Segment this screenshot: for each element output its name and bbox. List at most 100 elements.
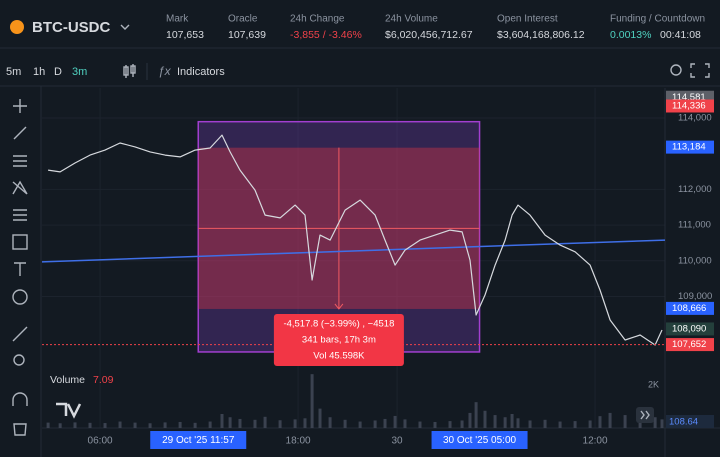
volume-tag: 108.64 [669,417,698,428]
intervals: 5m 1h D 3m [6,66,87,78]
volume-bar [278,420,282,428]
price-tag-bg [666,140,714,154]
time-tag-bg [431,431,528,449]
volume-bar [73,422,77,428]
volume-bar [148,423,152,428]
measure-label-bg [273,313,404,366]
volume-bar [373,420,377,428]
magnet-tool[interactable] [12,392,28,406]
stat-value: -3,855 / -3.46% [290,29,362,41]
volume-bar [588,420,592,428]
volume-bar [118,421,122,428]
volume-bar [193,422,197,428]
stat-value: 107,653 [166,29,204,41]
volume-bar [88,422,92,428]
volume-bar [510,414,514,428]
shape-tool[interactable] [12,234,28,250]
measure-label: -4,517.8 (−3.99%) , −4518 [283,318,394,329]
y-tick-label: 111,000 [678,220,711,231]
trend-line [41,239,666,263]
price-tag: 108,090 [672,323,706,334]
y-tick-label: 110,000 [678,255,712,266]
volume-bar [623,415,627,428]
price-tag-bg [666,338,714,352]
measure-label: 341 bars, 17h 3m [302,334,376,345]
screenshot-icon[interactable] [670,64,682,76]
volume-bar [383,418,387,428]
volume-bar [293,419,297,428]
volume-bar [133,422,137,428]
volume-bar [178,421,182,428]
volume-bar [328,417,332,428]
scroll-button[interactable] [636,407,654,423]
indicators-button[interactable]: Indicators [177,66,225,78]
price-tag-bg [666,99,714,113]
volume-bar [653,417,657,428]
volume-bar [220,414,224,428]
chart-type-icon[interactable] [123,64,136,78]
x-tick-label: 18:00 [286,436,311,447]
volume-bar [343,419,347,428]
time-tag: 29 Oct '25 11:57 [162,435,235,446]
y-tick-label: 114,000 [678,113,712,124]
interval-button[interactable]: 3m [72,66,87,78]
volume-bar [163,422,167,428]
symbol[interactable]: BTC-USDC [32,19,110,36]
volume-bar [598,416,602,428]
drawing-tools [12,99,28,436]
volume-value: 7.09 [93,374,114,386]
fullscreen-icon[interactable] [690,63,710,78]
stat-label: 24h Volume [385,14,438,25]
volume-bar [483,410,487,428]
stat-label: 24h Change [290,14,345,25]
channel-tool[interactable] [13,155,27,167]
fx-icon[interactable]: ƒx [158,64,172,78]
volume-bar [460,420,464,428]
volume-bar [528,420,532,428]
stat-label: Open Interest [497,14,558,25]
volume-bar [448,421,452,428]
pattern-tool[interactable] [12,180,28,195]
ruler-tool[interactable] [12,326,28,342]
stat-label: Mark [166,14,189,25]
coin-icon [10,20,24,34]
stat-label: Oracle [228,14,258,25]
volume-bar [46,422,50,428]
volume-bar [418,421,422,428]
stat-value: 0.0013% [610,29,651,41]
trash-tool[interactable] [13,423,27,436]
volume-bar [573,421,577,428]
scroll-icon[interactable] [640,410,650,420]
crosshair-tool[interactable] [13,99,27,113]
plot: 06:00 18:00 30 12:00 114,000 112,000 111,000 11… [41,88,720,457]
volume-bar [263,416,267,428]
volume-bar [318,408,322,428]
volume-bar [543,419,547,428]
volume-bar [103,423,107,428]
volume-bar [516,418,520,428]
stat-value: $6,020,456,712.67 [385,29,473,41]
volume-bar [208,421,212,428]
measure-label: Vol 45.598K [313,350,365,361]
interval-button[interactable]: 1h [33,66,45,78]
x-tick-label: 30 [391,436,403,447]
zoom-tool[interactable] [13,354,25,366]
emoji-tool[interactable] [12,289,28,305]
volume-bar [474,402,478,428]
volume-bar [253,419,257,428]
x-tick-label: 12:00 [583,436,608,447]
interval-button[interactable]: 5m [6,66,21,78]
line-tool[interactable] [13,126,27,140]
tv-logo [56,402,82,419]
stats: Mark 107,653 Oracle 107,639 24h Change -3,855… [166,14,705,41]
volume-bar [433,421,437,428]
symbol-chevron[interactable] [120,24,130,30]
price-tag-bg [666,322,714,336]
interval-button[interactable]: D [54,66,62,78]
price-line [48,134,663,346]
volume-bar [638,418,642,428]
text-tool[interactable] [14,262,26,276]
volume-bar [493,415,497,428]
fib-tool[interactable] [13,209,27,221]
